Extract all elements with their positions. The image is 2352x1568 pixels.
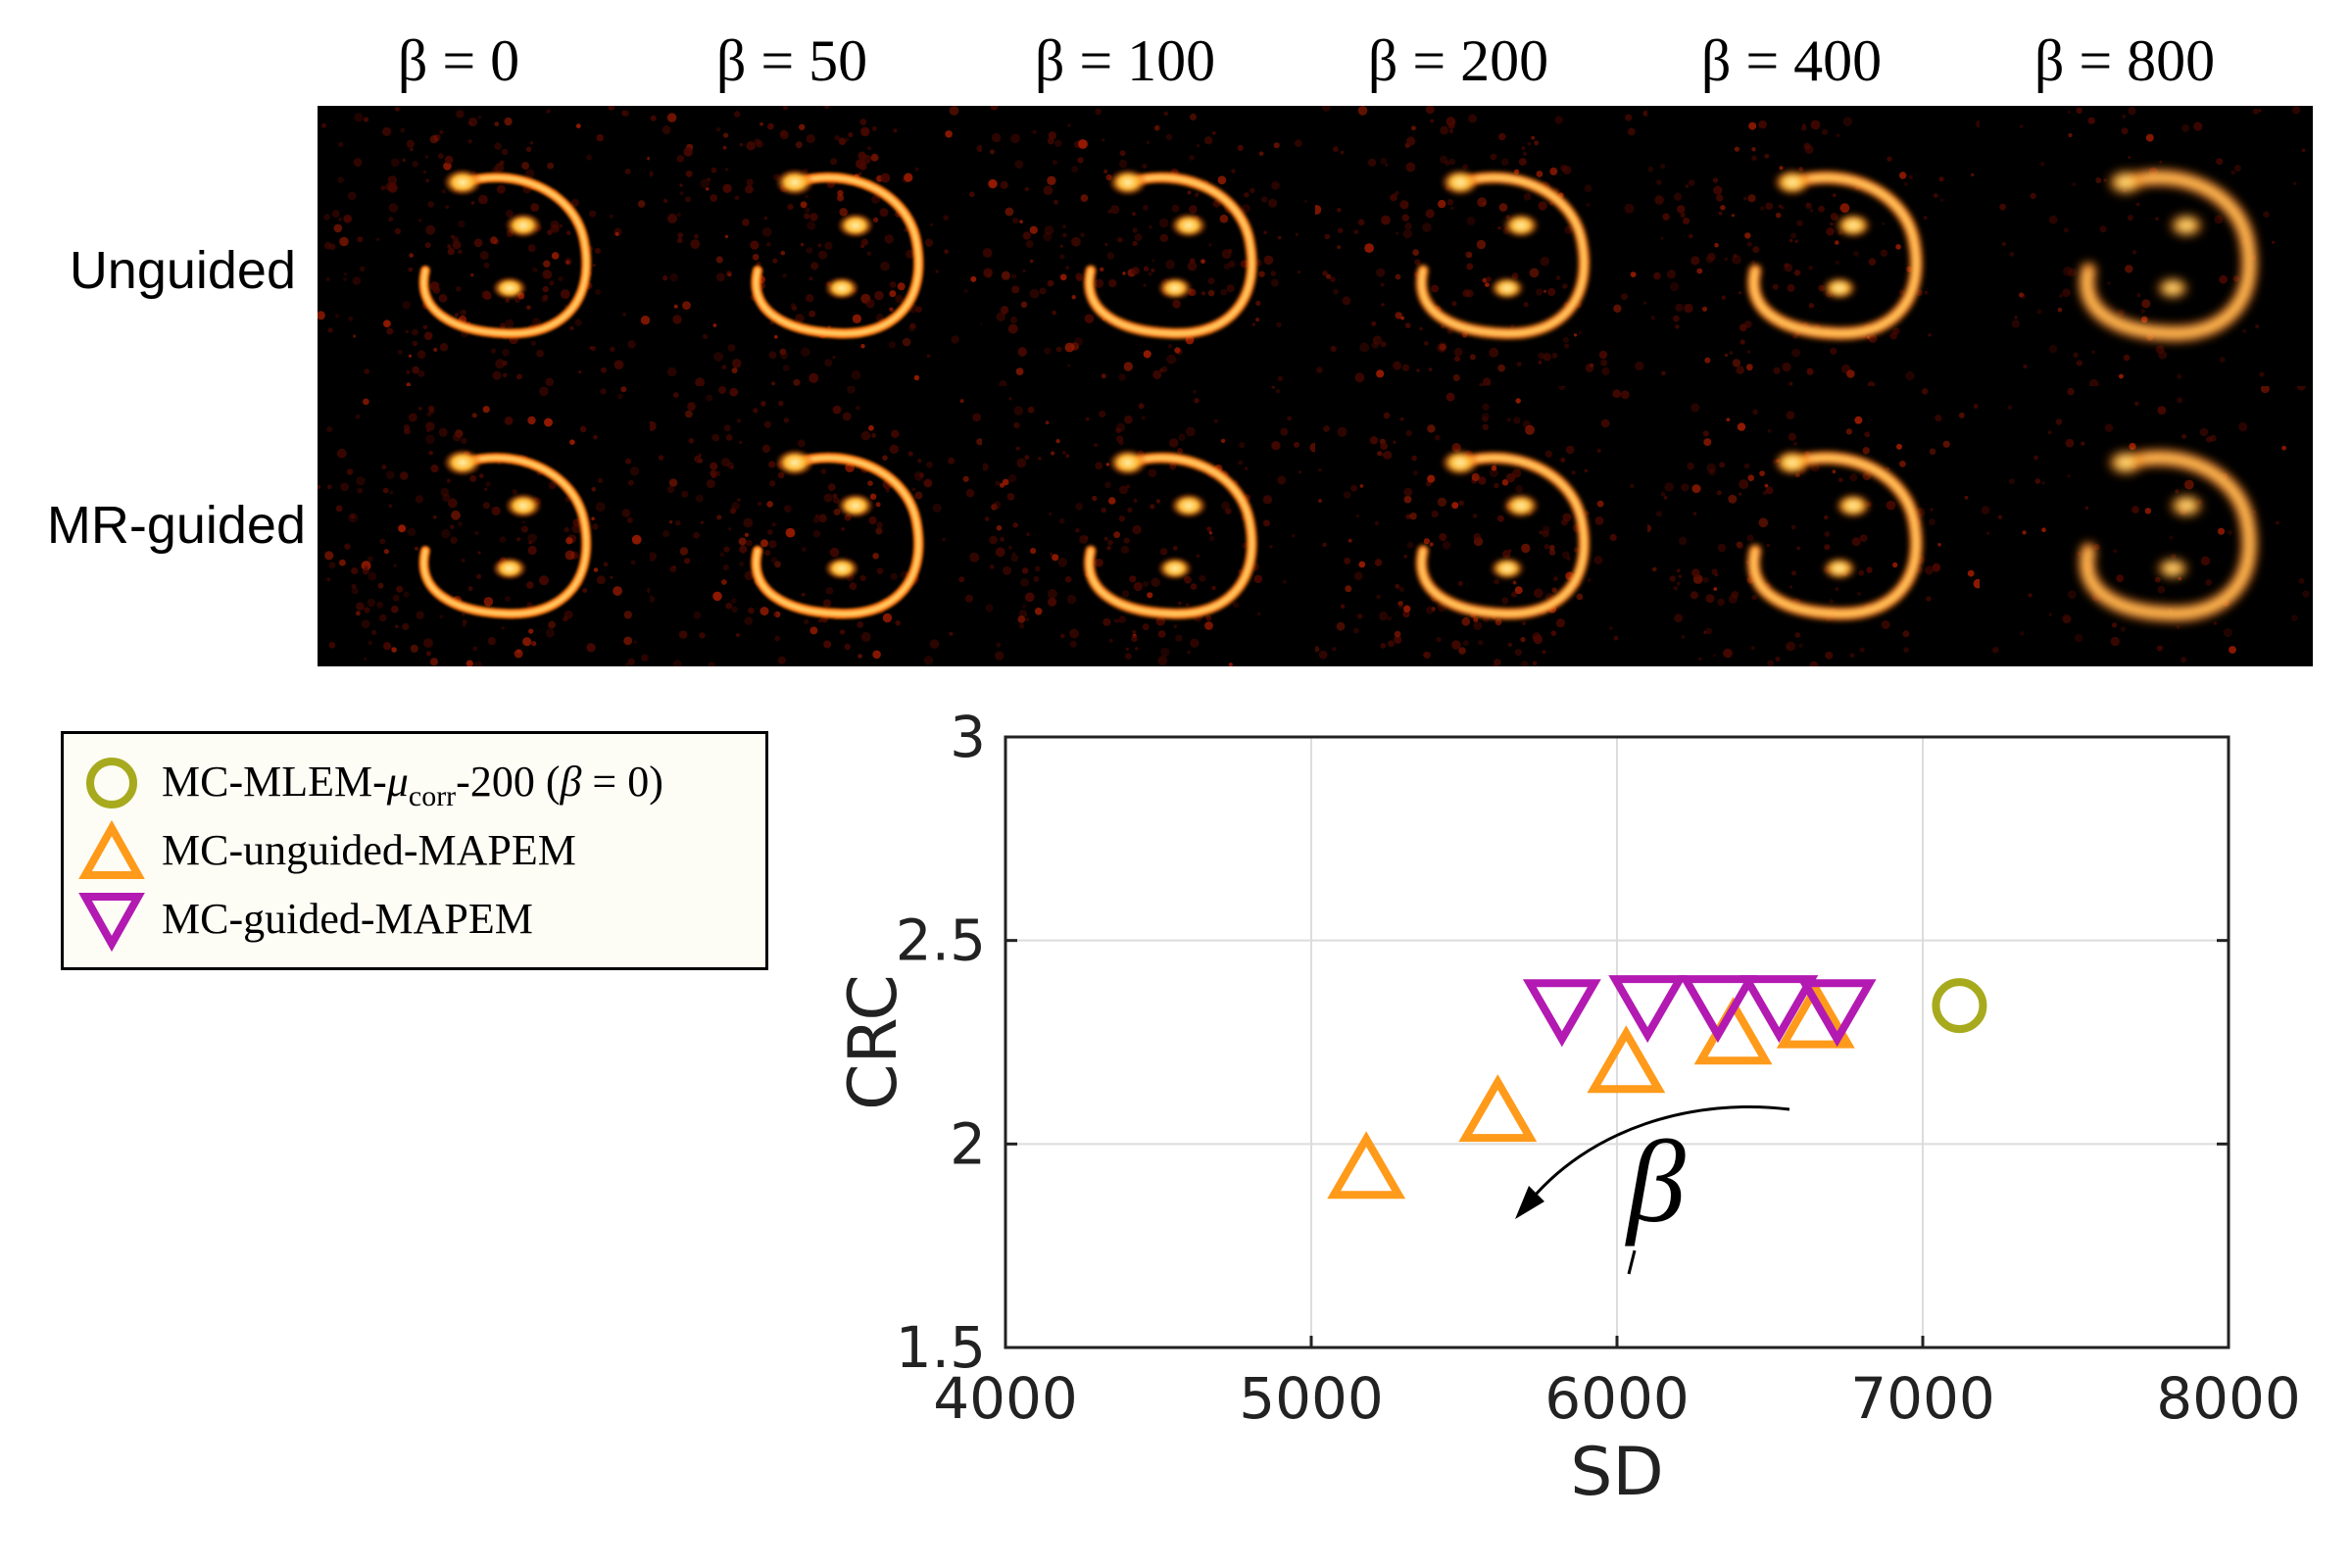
legend-circle-marker: [86, 758, 137, 808]
x-tick-label: 6000: [1544, 1365, 1690, 1432]
y-tick-label: 3: [950, 704, 986, 770]
beta-arrow-head: [1515, 1186, 1544, 1219]
marker-triangle-down-point-3: [1740, 975, 1819, 1044]
legend-item-guided: MC-guided-MAPEM: [64, 885, 765, 954]
background-noise: [650, 106, 982, 386]
marker-circle-point-0: [1932, 978, 1987, 1034]
recon-image-unguided-beta-0: [318, 106, 650, 386]
background-noise: [1647, 117, 1980, 386]
column-label-beta-0: β = 0: [397, 28, 520, 93]
x-tick-label: 8000: [2156, 1365, 2301, 1432]
marker-triangle-up-point-1: [1458, 1074, 1538, 1143]
recon-image-mr-guided-beta-400: [1647, 386, 1980, 666]
recon-image-unguided-beta-100: [983, 106, 1315, 386]
plot-ticks: 4000 5000 6000 7000 8000 1.5 2 2.5 3: [896, 704, 2301, 1432]
recon-image-mr-guided-beta-0: [318, 386, 650, 666]
x-tick-label: 4000: [933, 1365, 1078, 1432]
background-noise: [1315, 386, 1635, 666]
marker-triangle-down-point-4: [1797, 979, 1877, 1048]
legend-label-guided: MC-guided-MAPEM: [162, 895, 533, 943]
marker-triangle-down-point-2: [1679, 975, 1757, 1044]
beta-annotation: β: [1515, 1105, 1790, 1275]
column-label-beta-800: β = 800: [2034, 28, 2216, 93]
legend-label-mlem: MC-MLEM-μcorr-200 (β = 0): [162, 758, 663, 812]
plot-markers: [1327, 975, 1987, 1200]
recon-image-unguided-beta-400: [1647, 106, 1980, 386]
beta-annotation-text: β: [1625, 1116, 1686, 1247]
marker-triangle-up-point-4: [1776, 980, 1855, 1049]
marker-triangle-down-point-0: [1522, 979, 1601, 1048]
column-label-beta-50: β = 50: [715, 28, 868, 93]
legend-triangle-down-marker: [78, 893, 145, 952]
legend-label-unguided: MC-unguided-MAPEM: [162, 826, 576, 874]
y-axis-title: CRC: [835, 974, 912, 1110]
legend-item-unguided: MC-unguided-MAPEM: [64, 816, 765, 885]
recon-image-unguided-beta-800: [1981, 106, 2313, 386]
column-label-beta-400: β = 400: [1700, 28, 1883, 93]
legend-triangle-up-marker: [78, 820, 145, 879]
recon-image-unguided-beta-50: [650, 106, 982, 386]
marker-triangle-up-point-0: [1327, 1131, 1406, 1200]
column-label-beta-100: β = 100: [1034, 28, 1216, 93]
y-tick-label: 2.5: [896, 907, 986, 974]
chart-legend: MC-MLEM-μcorr-200 (β = 0) MC-unguided-MA…: [61, 731, 768, 970]
marker-triangle-up-point-2: [1587, 1025, 1666, 1094]
recon-image-mr-guided-beta-50: [650, 386, 982, 666]
beta-tail: [1627, 1250, 1637, 1275]
marker-triangle-down-point-1: [1608, 975, 1688, 1044]
row-label-mr-guided: MR-guided: [46, 496, 306, 555]
recon-image-mr-guided-beta-100: [983, 386, 1315, 666]
reconstruction-image-grid: [318, 106, 2313, 666]
row-label-unguided: Unguided: [69, 241, 296, 300]
y-tick-label: 1.5: [896, 1314, 986, 1381]
y-tick-label: 2: [950, 1110, 986, 1177]
x-axis-title: SD: [1570, 1434, 1664, 1511]
column-label-beta-200: β = 200: [1367, 28, 1549, 93]
recon-image-mr-guided-beta-200: [1315, 386, 1647, 666]
x-tick-label: 5000: [1239, 1365, 1384, 1432]
recon-image-unguided-beta-200: [1315, 106, 1647, 386]
beta-arrow: [1523, 1105, 1790, 1208]
x-tick-label: 7000: [1850, 1365, 1995, 1432]
legend-item-mlem: MC-MLEM-μcorr-200 (β = 0): [64, 748, 765, 816]
recon-image-mr-guided-beta-800: [1981, 386, 2313, 666]
